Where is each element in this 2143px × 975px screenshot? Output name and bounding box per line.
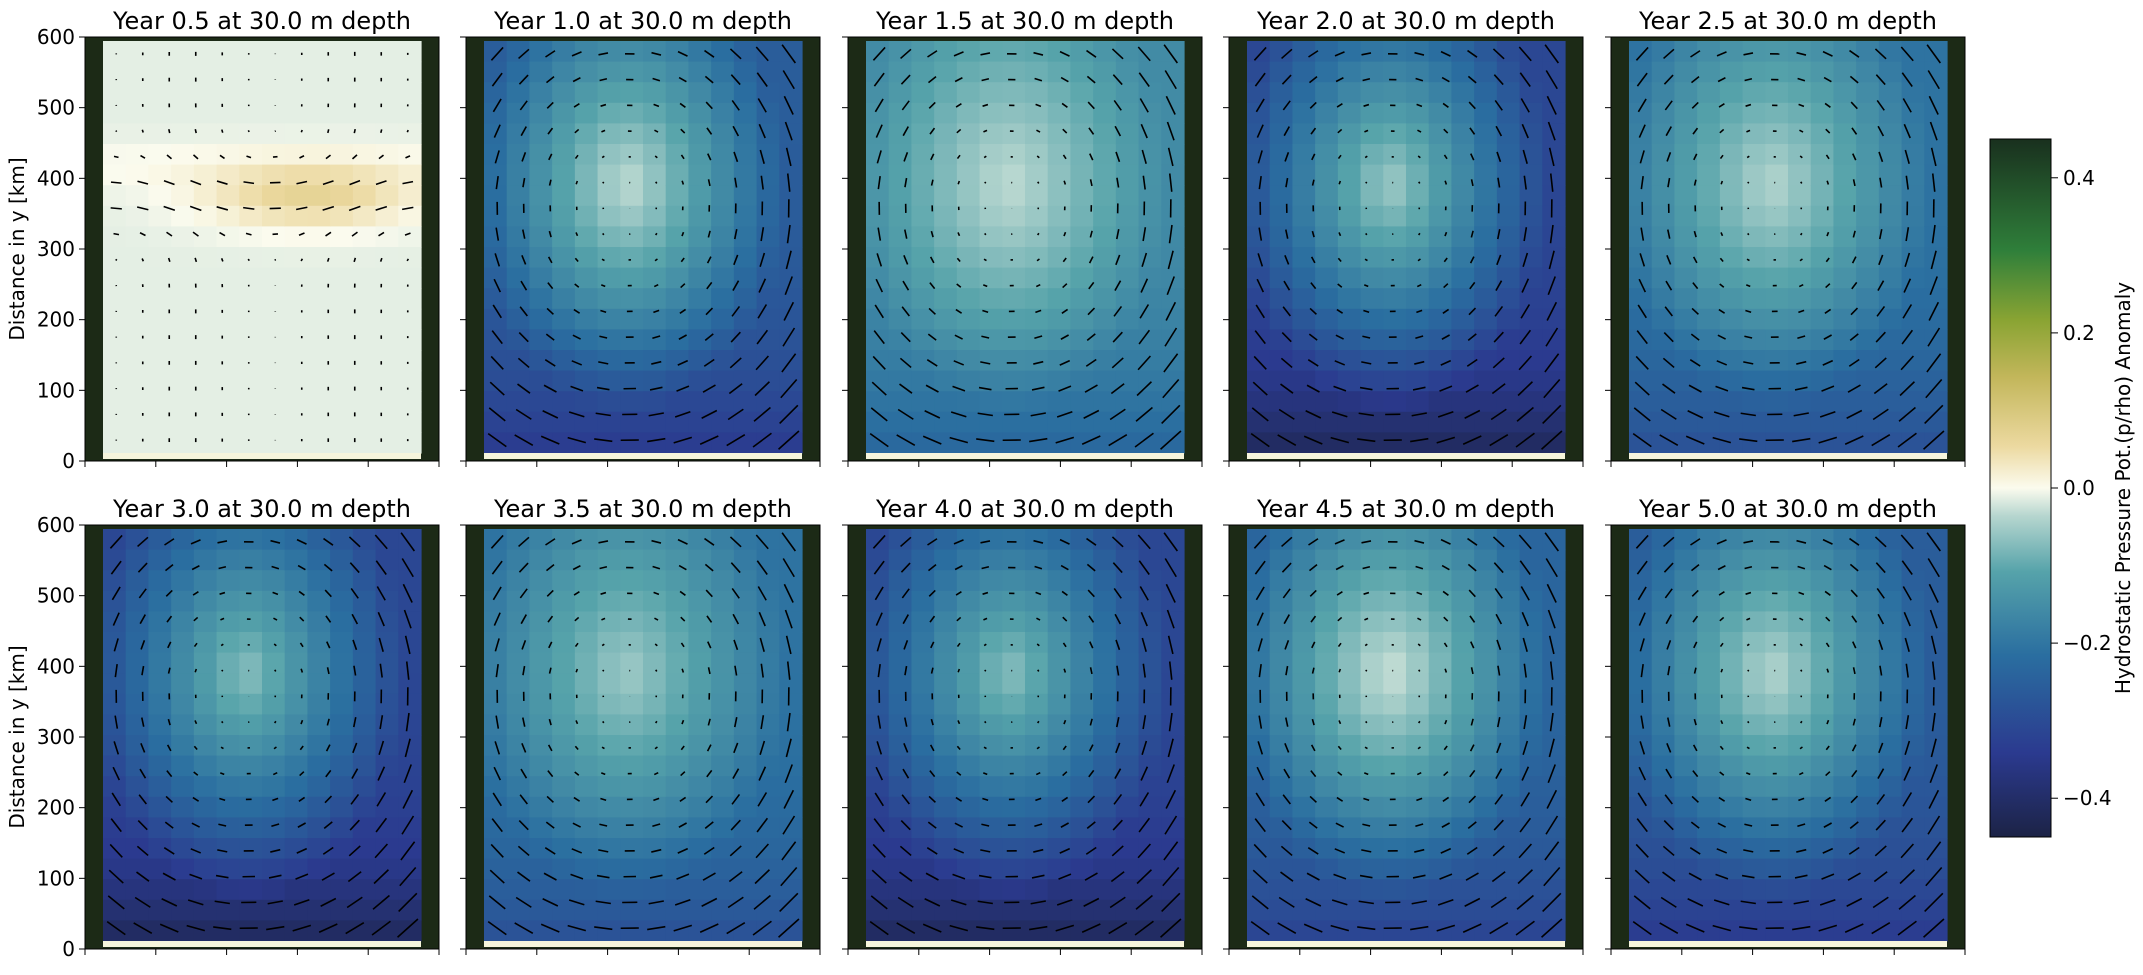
- panel-title: Year 4.0 at 30.0 m depth: [875, 495, 1174, 523]
- panel-year-5: Year 5.0 at 30.0 m depth: [1605, 495, 1966, 955]
- velocity-arrows: [1250, 532, 1563, 938]
- panel-title: Year 3.0 at 30.0 m depth: [112, 495, 411, 523]
- colorbar-gradient: [1989, 138, 2052, 838]
- colorbar-tick-label: 0.2: [2063, 321, 2095, 345]
- y-tick-label: 500: [37, 584, 75, 608]
- y-tick-label: 400: [37, 654, 75, 678]
- panel-title: Year 3.5 at 30.0 m depth: [493, 495, 792, 523]
- boundary-strip: [1629, 453, 1947, 459]
- panel-year-4-5: Year 4.5 at 30.0 m depth: [1223, 495, 1584, 955]
- y-tick-label: 0: [62, 937, 75, 961]
- colorbar-tick-label: −0.4: [2063, 786, 2112, 810]
- pressure-field: [103, 529, 422, 942]
- velocity-arrows: [487, 44, 800, 450]
- panel-title: Year 2.0 at 30.0 m depth: [1256, 7, 1555, 35]
- y-tick-label: 300: [37, 237, 75, 261]
- boundary-strip: [1629, 941, 1947, 947]
- velocity-arrows: [1632, 44, 1945, 450]
- pressure-field: [866, 529, 1185, 942]
- boundary-strip: [103, 941, 421, 947]
- y-tick-label: 600: [37, 513, 75, 537]
- velocity-arrows: [1632, 532, 1945, 938]
- boundary-strip: [484, 941, 802, 947]
- velocity-arrows: [869, 44, 1182, 450]
- velocity-arrows: [487, 532, 800, 938]
- colorbar-tick-label: 0.4: [2063, 166, 2095, 190]
- y-axis-label: Distance in y [km]: [5, 157, 29, 340]
- velocity-arrows: [1250, 44, 1563, 450]
- colorbar: 0.4 0.2 0.0 −0.2 −0.4 Hydrostatic Pressure P…: [1989, 138, 2135, 838]
- panel-title: Year 4.5 at 30.0 m depth: [1256, 495, 1555, 523]
- panel-title: Year 1.5 at 30.0 m depth: [875, 7, 1174, 35]
- y-tick-label: 500: [37, 96, 75, 120]
- pressure-field: [1629, 41, 1948, 454]
- boundary-strip: [866, 453, 1184, 459]
- y-tick-label: 200: [37, 796, 75, 820]
- pressure-field: [866, 41, 1185, 454]
- panel-year-3-5: Year 3.5 at 30.0 m depth: [460, 495, 821, 955]
- pressure-field: [1629, 529, 1948, 942]
- y-tick-label: 600: [37, 25, 75, 49]
- panel-year-0-5: Year 0.5 at 30.0 m depth 0 100 200 300 400 500…: [5, 7, 440, 473]
- y-tick-label: 300: [37, 725, 75, 749]
- panel-year-1-5: Year 1.5 at 30.0 m depth: [842, 7, 1203, 467]
- pressure-field: [484, 41, 803, 454]
- panel-year-3: Year 3.0 at 30.0 m depth 0 100 200 300 400 500…: [5, 495, 440, 961]
- panel-year-2-5: Year 2.5 at 30.0 m depth: [1605, 7, 1966, 467]
- panel-title: Year 1.0 at 30.0 m depth: [493, 7, 792, 35]
- pressure-field: [1247, 41, 1566, 454]
- y-axis-label: Distance in y [km]: [5, 645, 29, 828]
- panel-title: Year 0.5 at 30.0 m depth: [112, 7, 411, 35]
- pressure-field: [484, 529, 803, 942]
- pressure-field: [103, 41, 422, 454]
- panel-year-1: Year 1.0 at 30.0 m depth: [460, 7, 821, 467]
- panel-year-4: Year 4.0 at 30.0 m depth: [842, 495, 1203, 955]
- boundary-strip: [103, 453, 421, 459]
- y-tick-label: 100: [37, 866, 75, 890]
- velocity-arrows: [106, 532, 419, 938]
- colorbar-tick-label: 0.0: [2063, 476, 2095, 500]
- y-tick-label: 100: [37, 378, 75, 402]
- colorbar-label: Hydrostatic Pressure Pot.(p/rho) Anomaly: [2111, 282, 2135, 694]
- velocity-arrows: [110, 51, 414, 443]
- boundary-strip: [484, 453, 802, 459]
- boundary-strip: [1247, 453, 1565, 459]
- y-tick-label: 200: [37, 308, 75, 332]
- panel-year-2: Year 2.0 at 30.0 m depth: [1223, 7, 1584, 467]
- boundary-strip: [1247, 941, 1565, 947]
- y-tick-label: 400: [37, 166, 75, 190]
- panel-title: Year 5.0 at 30.0 m depth: [1638, 495, 1937, 523]
- boundary-strip: [866, 941, 1184, 947]
- y-tick-label: 0: [62, 449, 75, 473]
- velocity-arrows: [869, 532, 1182, 938]
- panel-title: Year 2.5 at 30.0 m depth: [1638, 7, 1937, 35]
- colorbar-tick-label: −0.2: [2063, 631, 2112, 655]
- pressure-field: [1247, 529, 1566, 942]
